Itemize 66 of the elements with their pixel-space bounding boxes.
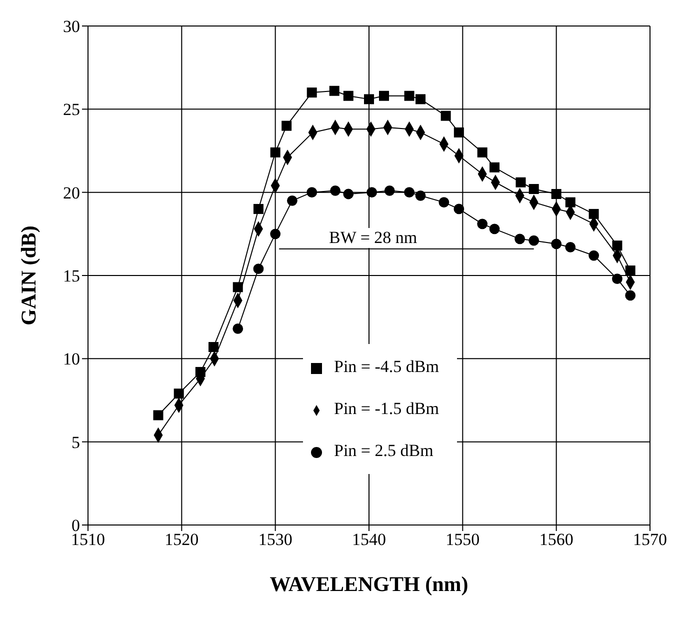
point — [253, 204, 264, 214]
point — [270, 228, 281, 240]
point — [153, 410, 164, 420]
point — [477, 218, 488, 230]
point — [330, 185, 340, 196]
point — [404, 187, 414, 198]
point — [565, 242, 576, 252]
point — [378, 90, 389, 101]
point — [440, 110, 451, 121]
legend-label: Pin = -1.5 dBm — [334, 399, 439, 418]
point — [282, 120, 292, 131]
point — [343, 188, 354, 200]
point — [306, 187, 318, 198]
point — [528, 235, 540, 246]
point — [232, 324, 244, 334]
point — [490, 162, 500, 172]
point — [286, 195, 298, 206]
y-axis-title: GAIN (dB) — [16, 226, 40, 326]
point — [253, 264, 264, 274]
point — [343, 90, 354, 101]
x-tick-label: 1540 — [352, 530, 386, 550]
point — [454, 204, 464, 214]
y-tick-label: 30 — [63, 17, 80, 36]
x-tick-label: 1560 — [539, 530, 574, 550]
x-tick-label: 1520 — [164, 530, 199, 550]
point — [514, 234, 526, 244]
point — [174, 388, 184, 399]
point — [366, 187, 378, 198]
point — [588, 250, 599, 261]
point — [516, 177, 526, 188]
x-axis-title: WAVELENGTH (nm) — [270, 572, 468, 596]
x-tick-label: 1530 — [258, 530, 292, 550]
point — [306, 88, 317, 98]
legend-label: Pin = -4.5 dBm — [334, 357, 439, 376]
point — [625, 290, 636, 301]
point — [477, 147, 488, 158]
point — [528, 184, 539, 194]
point — [404, 90, 414, 101]
annotation: BW = 28 nm — [329, 228, 418, 247]
point — [208, 342, 219, 352]
y-tick-label: 15 — [63, 266, 80, 286]
point — [438, 197, 450, 208]
point — [551, 238, 562, 250]
point — [364, 94, 374, 104]
point — [232, 282, 243, 292]
point — [415, 190, 426, 201]
y-tick-label: 25 — [63, 100, 80, 120]
point — [625, 266, 636, 276]
x-tick-label: 1570 — [633, 530, 667, 550]
point — [612, 274, 622, 284]
point — [454, 127, 464, 138]
point — [565, 197, 576, 208]
legend-label: Pin = 2.5 dBm — [334, 441, 434, 460]
point — [329, 86, 340, 96]
y-tick-label: 5 — [72, 432, 80, 452]
point — [588, 208, 599, 219]
point — [384, 185, 395, 196]
point — [416, 94, 426, 104]
point — [551, 188, 562, 199]
point — [270, 147, 280, 158]
point — [612, 240, 622, 251]
x-tick-label: 1550 — [446, 530, 480, 550]
y-tick-label: 10 — [63, 350, 80, 369]
y-tick-label: 20 — [63, 183, 80, 202]
x-tick-label: 1510 — [71, 530, 105, 550]
point — [489, 224, 500, 234]
